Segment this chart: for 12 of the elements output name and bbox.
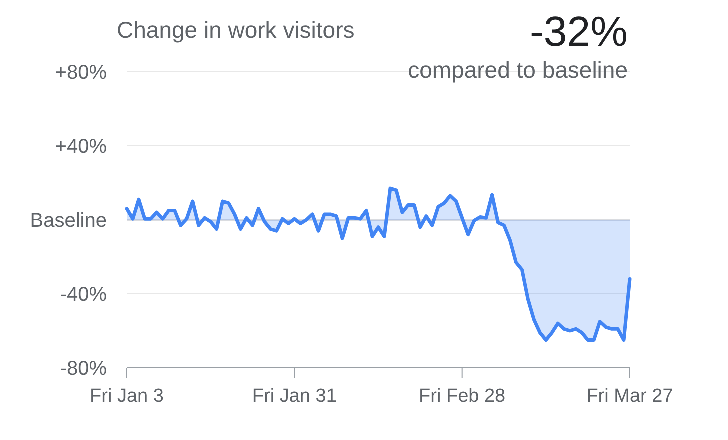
y-tick-label: -40% xyxy=(60,284,108,306)
y-tick-label: +80% xyxy=(55,62,108,84)
y-tick-label: +40% xyxy=(55,136,108,158)
annotation: compared to baseline xyxy=(408,57,628,83)
y-tick-label: -80% xyxy=(60,358,108,380)
x-tick-label: Fri Jan 31 xyxy=(252,386,337,407)
chart-title: Change in work visitors xyxy=(117,17,355,43)
x-tick-label: Fri Mar 27 xyxy=(586,386,674,407)
text: -32% xyxy=(530,8,628,55)
y-tick-label: Baseline xyxy=(30,210,107,232)
x-tick-label: Fri Feb 28 xyxy=(419,386,506,407)
x-tick-label: Fri Jan 3 xyxy=(90,386,164,407)
